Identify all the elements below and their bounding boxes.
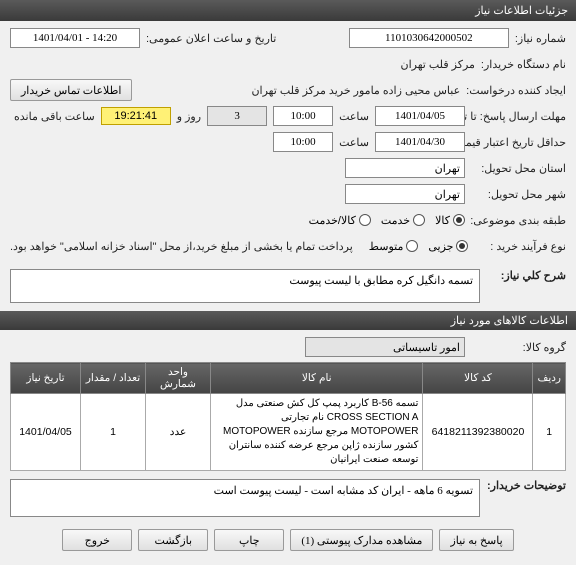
radio-process-mid[interactable]: متوسط xyxy=(369,240,419,253)
location-label: استان محل تحویل: xyxy=(471,162,566,175)
titlebar-text: جزئیات اطلاعات نیاز xyxy=(475,5,568,17)
th-code: کد کالا xyxy=(423,363,533,394)
buyer-org-label: نام دستگاه خریدار: xyxy=(481,58,566,71)
th-date: تاریخ نیاز xyxy=(11,363,81,394)
desc-label: شرح کلي نیاز: xyxy=(486,269,566,282)
contact-buyer-button[interactable]: اطلاعات تماس خریدار xyxy=(10,79,132,101)
radio-kala-label: کالا xyxy=(435,214,450,227)
radio-dot-icon xyxy=(413,214,425,226)
th-name: نام کالا xyxy=(211,363,423,394)
process-label: نوع فرآیند خرید : xyxy=(474,240,566,253)
table-row[interactable]: 1 6418211392380020 تسمه B-56 کاربرد پمپ … xyxy=(11,394,566,471)
buyer-org-value: مرکز قلب تهران xyxy=(400,58,474,71)
group-label: گروه کالا: xyxy=(471,341,566,354)
deadline-label: مهلت ارسال پاسخ: تا تاریخ: xyxy=(471,110,566,123)
days-remaining-field xyxy=(207,106,267,126)
need-no-label: شماره نیاز: xyxy=(515,32,566,45)
buyer-notes-textarea[interactable] xyxy=(10,479,480,517)
deadline-date-field[interactable] xyxy=(375,106,465,126)
price-valid-time-field[interactable] xyxy=(273,132,333,152)
process-note: پرداخت تمام یا بخشی از مبلغ خرید،از محل … xyxy=(10,240,353,253)
radio-process-mid-label: متوسط xyxy=(369,240,404,253)
radio-dot-icon xyxy=(453,214,465,226)
pub-datetime-field[interactable] xyxy=(10,28,140,48)
desc-textarea[interactable] xyxy=(10,269,480,303)
price-valid-label: حداقل تاریخ اعتبار قیمت: تا تاریخ: xyxy=(471,136,566,149)
radio-dot-icon xyxy=(406,240,418,252)
subject-class-radio-group: کالا خدمت کالا/خدمت xyxy=(309,214,465,227)
table-header-row: ردیف کد کالا نام کالا واحد شمارش تعداد /… xyxy=(11,363,566,394)
time-remaining-highlight: 19:21:41 xyxy=(101,107,171,125)
print-button[interactable]: چاپ xyxy=(214,529,284,551)
radio-both[interactable]: کالا/خدمت xyxy=(309,214,371,227)
bottom-button-bar: پاسخ به نیاز مشاهده مدارک پیوستی (1) چاپ… xyxy=(10,521,566,555)
main-panel: شماره نیاز: تاریخ و ساعت اعلان عمومی: نا… xyxy=(0,21,576,565)
radio-process-small[interactable]: جزیی xyxy=(428,240,468,253)
th-qty: تعداد / مقدار xyxy=(81,363,146,394)
cell-date: 1401/04/05 xyxy=(11,394,81,471)
city-label: شهر محل تحویل: xyxy=(471,188,566,201)
radio-dot-icon xyxy=(359,214,371,226)
group-field[interactable] xyxy=(305,337,465,357)
exit-button[interactable]: خروج xyxy=(62,529,132,551)
deadline-time-label: ساعت xyxy=(339,110,369,123)
requester-value: عباس محیی زاده مامور خرید مرکز قلب تهران xyxy=(138,84,460,97)
items-table: ردیف کد کالا نام کالا واحد شمارش تعداد /… xyxy=(10,362,566,471)
pub-datetime-label: تاریخ و ساعت اعلان عمومی: xyxy=(146,32,276,45)
location-field[interactable] xyxy=(345,158,465,178)
th-idx: ردیف xyxy=(533,363,566,394)
deadline-time-field[interactable] xyxy=(273,106,333,126)
window-titlebar: جزئیات اطلاعات نیاز xyxy=(0,0,576,21)
process-radio-group: جزیی متوسط xyxy=(369,240,469,253)
remaining-suffix: ساعت باقی مانده xyxy=(14,110,95,123)
cell-unit: عدد xyxy=(146,394,211,471)
radio-kala[interactable]: کالا xyxy=(435,214,465,227)
radio-both-label: کالا/خدمت xyxy=(309,214,356,227)
back-button[interactable]: بازگشت xyxy=(138,529,208,551)
need-no-field[interactable] xyxy=(349,28,509,48)
requester-label: ایجاد کننده درخواست: xyxy=(466,84,566,97)
price-valid-date-field[interactable] xyxy=(375,132,465,152)
goods-section-header: اطلاعات کالاهای مورد نیاز xyxy=(0,311,576,330)
cell-idx: 1 xyxy=(533,394,566,471)
radio-khadamat[interactable]: خدمت xyxy=(381,214,425,227)
cell-code: 6418211392380020 xyxy=(423,394,533,471)
days-suffix: روز و xyxy=(177,110,201,123)
city-field[interactable] xyxy=(345,184,465,204)
radio-process-small-label: جزیی xyxy=(428,240,453,253)
th-unit: واحد شمارش xyxy=(146,363,211,394)
price-valid-time-label: ساعت xyxy=(339,136,369,149)
subject-class-label: طبقه بندی موضوعی: xyxy=(471,214,566,227)
radio-khadamat-label: خدمت xyxy=(381,214,410,227)
cell-qty: 1 xyxy=(81,394,146,471)
buyer-notes-label: توضیحات خریدار: xyxy=(486,479,566,492)
respond-button[interactable]: پاسخ به نیاز xyxy=(439,529,513,551)
attachments-button[interactable]: مشاهده مدارک پیوستی (1) xyxy=(290,529,433,551)
radio-dot-icon xyxy=(456,240,468,252)
cell-name: تسمه B-56 کاربرد پمپ کل کش صنعتی مدل CRO… xyxy=(211,394,423,471)
